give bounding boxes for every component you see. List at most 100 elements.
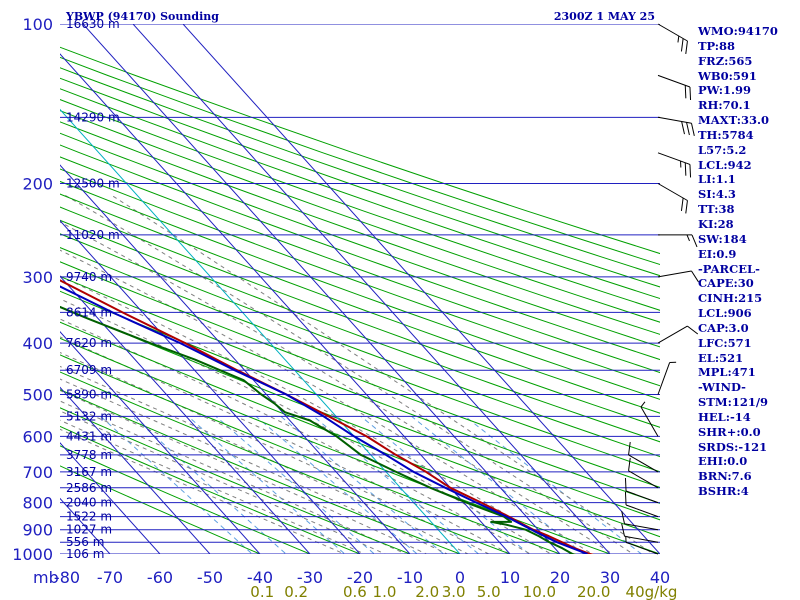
index-item: FRZ:565 (698, 53, 753, 68)
dry-adiabat (60, 275, 660, 504)
chart-traces (60, 279, 594, 554)
temperature-tick-label: 0 (455, 568, 465, 587)
wind-barb (625, 535, 659, 555)
height-label: 2586 m (66, 481, 112, 495)
wind-barb-staff (657, 362, 671, 395)
height-label: 16630 m (66, 17, 120, 31)
index-item: WMO:94170 (698, 24, 778, 38)
wind-barb-half (669, 361, 677, 364)
index-item: LFC:571 (698, 335, 752, 350)
wind-barb (657, 74, 692, 101)
temperature-tick-label: 30 (600, 568, 620, 587)
wind-barb (621, 523, 659, 543)
temperature-tick-label: -60 (147, 568, 173, 587)
dry-adiabat (60, 233, 660, 458)
dry-adiabat (60, 132, 660, 348)
mixing-ratio-label: 40g/kg (626, 583, 678, 600)
mixing-ratio-label: 10.0 (523, 583, 556, 600)
moist-adiabat (60, 298, 552, 554)
height-label: 2040 m (66, 496, 112, 510)
wind-barb-staff (628, 470, 659, 489)
mixing-ratio-line (100, 416, 253, 554)
dry-adiabat (60, 206, 660, 428)
wind-barb-staff (657, 74, 691, 88)
parcel-trace (60, 285, 588, 554)
wind-barb-flag (689, 164, 692, 178)
isotherm (60, 553, 61, 554)
wind-barb (657, 183, 688, 214)
wind-barb-staff (657, 183, 688, 201)
index-item: CINH:215 (698, 291, 763, 306)
height-label: 556 m (66, 535, 104, 549)
moist-adiabat (60, 410, 387, 554)
wind-barb-flag (691, 270, 699, 283)
isotherm (0, 12, 20, 565)
moist-adiabat (60, 221, 614, 554)
wind-barb-half (680, 160, 682, 168)
moist-adiabat (60, 378, 449, 554)
height-label: 1522 m (66, 510, 112, 524)
pressure-tick-label: 700 (22, 463, 53, 482)
wind-barb-staff (625, 541, 659, 555)
wind-barb-staff (625, 504, 659, 518)
wind-barb-flag (621, 511, 626, 524)
index-item: -WIND- (698, 380, 746, 395)
height-label: 3167 m (66, 465, 112, 479)
isotherm (182, 24, 660, 554)
mixing-ratio-line (280, 416, 445, 554)
dry-adiabat (60, 445, 312, 554)
sounding-datetime: 2300Z 1 MAY 25 (554, 10, 655, 23)
dry-adiabat (60, 99, 660, 311)
height-label: 106 m (66, 547, 104, 561)
index-item: STM:121/9 (698, 395, 769, 410)
dry-adiabat (60, 144, 660, 361)
dry-adiabat (60, 425, 362, 554)
wind-barb-flag (687, 325, 699, 335)
dry-adiabat (60, 46, 660, 255)
index-item: RH:70.1 (698, 98, 751, 113)
height-label: 4431 m (66, 429, 112, 443)
wind-barb-flag (684, 162, 687, 176)
index-item: TT:38 (698, 202, 735, 217)
index-item: SI:4.3 (698, 187, 736, 202)
wind-barb-flag (628, 457, 631, 471)
temperature-tick-label: -40 (247, 568, 273, 587)
wind-barb (657, 270, 699, 283)
wind-barb (640, 401, 659, 437)
pressure-unit-label: mb (33, 568, 59, 587)
temperature-tick-label: -10 (397, 568, 423, 587)
dry-adiabat (60, 168, 660, 387)
index-item: SHR+:0.0 (698, 424, 761, 439)
wind-barb-staff (640, 406, 659, 437)
index-item: TP:88 (698, 38, 736, 53)
wind-barb-flag (691, 234, 698, 248)
pressure-tick-label: 500 (22, 385, 53, 404)
height-label: 8614 m (66, 305, 112, 319)
mixing-ratio-line (255, 416, 418, 554)
wind-barb-staff (657, 152, 691, 165)
wind-barb (658, 234, 698, 248)
wind-barb-half (686, 234, 690, 242)
height-label: 6709 m (66, 363, 112, 377)
dry-adiabat (60, 56, 660, 266)
index-item: MPL:471 (698, 365, 756, 380)
height-label: 11020 m (66, 228, 120, 242)
height-label: 5890 m (66, 387, 112, 401)
dry-adiabat (60, 306, 660, 538)
wind-barb-flag (685, 40, 688, 54)
mixing-ratio-label: 2.0 (415, 583, 439, 600)
wind-barb-flag (624, 477, 627, 491)
moist-adiabat (60, 428, 346, 554)
pressure-tick-label: 200 (22, 175, 53, 194)
height-label: 5132 m (66, 409, 112, 423)
index-item: LCL:942 (698, 157, 752, 172)
wind-barb-staff (625, 490, 659, 504)
temperature-tick-label: 40 (650, 568, 670, 587)
temperature-tick-label: -50 (197, 568, 223, 587)
temperature-trace (60, 279, 594, 554)
moist-adiabat (60, 351, 490, 554)
isotherm (60, 164, 411, 554)
height-label: 1027 m (66, 523, 112, 537)
wind-barb (624, 491, 659, 518)
